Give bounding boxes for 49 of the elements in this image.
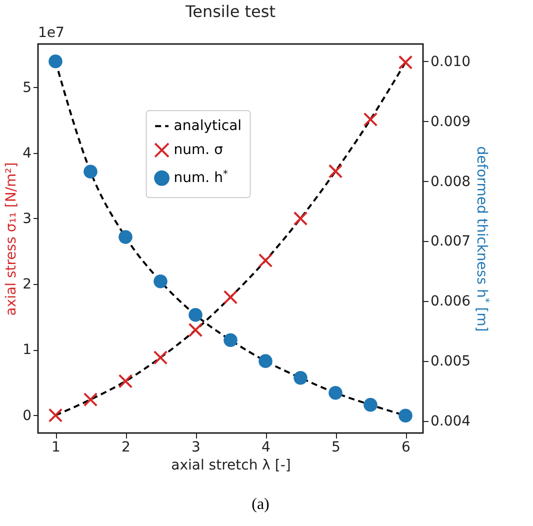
point xyxy=(188,322,203,338)
point xyxy=(398,408,412,422)
x-tick-label: 5 xyxy=(332,440,340,456)
text: 1e7 xyxy=(38,25,64,41)
point xyxy=(364,398,378,412)
y2-tick-label: 0.008 xyxy=(430,174,471,190)
y-tick-label: 2 xyxy=(22,276,32,293)
legend-label: analytical xyxy=(174,118,242,134)
y2-tick-label: 0.009 xyxy=(430,114,471,130)
point xyxy=(224,333,238,347)
legend-label: num. h$^{*}$ xyxy=(174,168,228,186)
point xyxy=(83,392,98,407)
y2-tick-label: 0.005 xyxy=(430,354,471,370)
point xyxy=(84,164,98,179)
y-tick-label: 1 xyxy=(22,342,32,358)
y2-tick-label: 0.004 xyxy=(430,414,471,430)
x-tick-label: 3 xyxy=(192,440,200,456)
x-tick-label: 1 xyxy=(52,440,60,456)
text: (a) xyxy=(250,496,270,514)
x-axis-title: axial stretch λ [-] xyxy=(171,458,291,474)
point xyxy=(328,386,342,400)
point xyxy=(293,211,308,226)
chart-title: Tensile test xyxy=(184,2,276,21)
point xyxy=(154,274,168,288)
y2-tick-label: 0.006 xyxy=(430,294,471,310)
point xyxy=(294,370,308,385)
point xyxy=(118,374,133,388)
point xyxy=(258,253,273,268)
point xyxy=(328,164,343,178)
point xyxy=(223,290,238,304)
point xyxy=(188,308,202,322)
y2-tick-label: 0.010 xyxy=(430,54,471,70)
point xyxy=(153,350,168,365)
point xyxy=(363,112,378,127)
point xyxy=(118,230,132,244)
point xyxy=(258,354,272,368)
y-tick-label: 0 xyxy=(22,408,32,424)
y-tick-label: 3 xyxy=(22,210,32,227)
y-tick-label: 4 xyxy=(22,145,32,162)
y-tick-label: 5 xyxy=(22,80,32,96)
y-axis-title: axial stress σ₁₁ [N/m²] xyxy=(4,162,20,316)
point xyxy=(398,55,413,70)
x-tick-label: 4 xyxy=(262,440,271,456)
legend-label: num. σ xyxy=(174,142,224,158)
point xyxy=(48,54,62,68)
x-tick-label: 2 xyxy=(122,440,130,456)
x-tick-label: 6 xyxy=(402,440,411,456)
point xyxy=(48,408,63,422)
y2-tick-label: 0.007 xyxy=(430,234,471,250)
